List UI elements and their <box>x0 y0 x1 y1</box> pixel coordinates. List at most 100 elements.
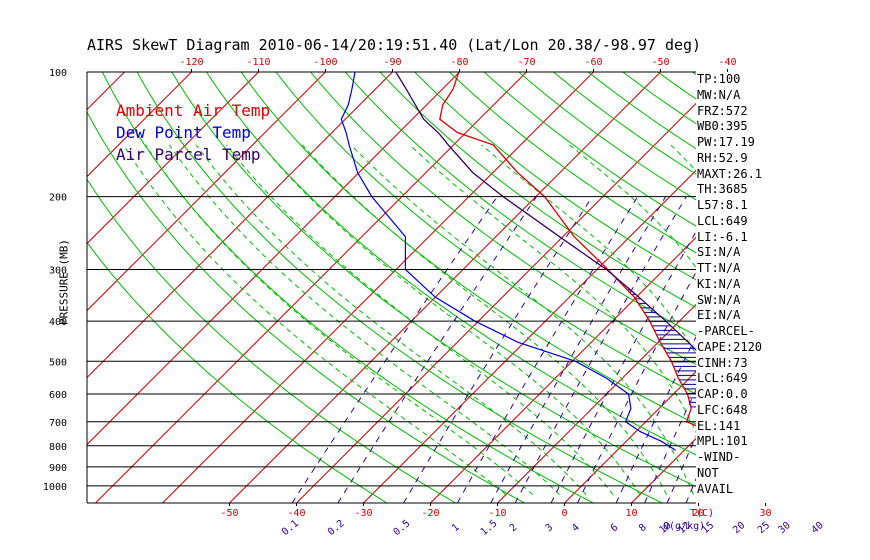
isotherm-line <box>766 72 870 503</box>
moist-adiabat-line <box>261 144 641 495</box>
bottom-temp-tick-label: 0 <box>561 508 567 519</box>
mixing-ratio-tick-label: 6 <box>609 522 621 534</box>
temp-axis-unit: T(C) <box>690 508 714 519</box>
isotherm-line <box>833 72 870 503</box>
mixing-ratio-tick-label: 4 <box>570 522 582 534</box>
index-item: LI:-6.1 <box>697 229 748 244</box>
isotherm-line <box>87 72 326 312</box>
index-item: FRZ:572 <box>697 103 748 118</box>
top-temp-tick-label: -70 <box>517 57 535 68</box>
dry-adiabat-line <box>310 72 696 366</box>
pressure-tick-label: 300 <box>49 265 67 276</box>
index-item: CAP:0.0 <box>697 387 748 401</box>
dry-adiabat-line <box>797 72 870 503</box>
index-item: EI:N/A <box>697 308 741 323</box>
top-temp-tick-label: -40 <box>718 57 736 68</box>
index-item: L57:8.1 <box>697 198 748 212</box>
dry-adiabat-line <box>483 72 696 227</box>
index-item: LFC:648 <box>697 402 748 417</box>
index-item: MAXT:26.1 <box>697 166 763 181</box>
index-item: EL:141 <box>697 418 741 433</box>
mixing-ratio-tick-label: 1.5 <box>479 518 500 538</box>
index-item: TH:3685 <box>697 182 748 197</box>
dry-adiabat-line <box>866 72 870 503</box>
isotherm-line <box>296 102 696 503</box>
bottom-temp-tick-label: -40 <box>287 508 305 519</box>
moist-adiabat-line <box>195 144 587 495</box>
pressure-tick-label: 800 <box>49 442 67 453</box>
dry-adiabat-line <box>87 241 388 503</box>
top-temp-tick-label: -50 <box>651 57 669 68</box>
isotherm-line <box>162 72 594 503</box>
dry-adiabat-line <box>87 110 525 503</box>
isotherm-line <box>497 303 696 503</box>
dry-adiabat-line <box>206 72 696 456</box>
pressure-tick-label: 600 <box>49 390 67 401</box>
mixing-ratio-tick-label: 40 <box>809 520 825 536</box>
index-item: LCL:649 <box>697 371 748 386</box>
dry-adiabat-line <box>275 72 696 395</box>
isotherm-line <box>87 72 460 446</box>
mixing-ratio-tick-label: 2 <box>508 522 520 534</box>
legend-dewpoint: Dew Point Temp <box>116 123 251 142</box>
dry-adiabat-line <box>87 178 456 503</box>
mixing-ratio-tick-label: 3 <box>544 522 556 534</box>
mixing-ratio-line <box>550 230 696 503</box>
index-item: MPL:101 <box>697 434 748 449</box>
mixing-ratio-tick-label: 1 <box>450 522 462 534</box>
index-item: NOT <box>697 465 719 480</box>
bottom-temp-tick-label: 10 <box>625 508 637 519</box>
pressure-tick-label: 1000 <box>43 482 67 493</box>
top-temp-tick-label: -90 <box>383 57 401 68</box>
mixing-ratio-line <box>819 197 870 503</box>
mixing-ratio-line <box>615 335 696 503</box>
bottom-temp-tick-label: 30 <box>759 508 771 519</box>
top-temp-tick-label: -80 <box>450 57 468 68</box>
mixing-ratio-tick-label: 20 <box>731 520 747 536</box>
top-temp-tick-label: -120 <box>179 57 203 68</box>
pressure-tick-label: 700 <box>49 418 67 429</box>
bottom-temp-tick-label: -50 <box>220 508 238 519</box>
isotherm-line <box>87 72 192 178</box>
dry-adiabat-line <box>831 72 870 503</box>
mixing-ratio-line <box>490 196 667 503</box>
index-item: RH:52.9 <box>697 150 748 165</box>
legend-parcel: Air Parcel Temp <box>116 145 261 164</box>
isotherm-line <box>0 72 58 503</box>
dry-adiabat-line <box>449 72 696 254</box>
dry-adiabat-line <box>101 72 594 503</box>
isotherm-line <box>564 370 696 503</box>
mixing-ratio-line <box>577 271 696 503</box>
ambient-temp-line <box>439 72 696 427</box>
bottom-temp-tick-label: -20 <box>421 508 439 519</box>
pressure-tick-label: 100 <box>49 68 67 79</box>
top-temp-tick-label: -100 <box>313 57 337 68</box>
top-temp-tick-label: -110 <box>246 57 270 68</box>
index-item: KI:N/A <box>697 276 741 291</box>
dry-adiabat-line <box>171 72 696 488</box>
bottom-temp-tick-label: 20 <box>692 508 704 519</box>
dry-adiabat-line <box>379 72 696 309</box>
dry-adiabat-line <box>657 72 696 100</box>
dry-adiabat-line <box>240 72 696 425</box>
dry-adiabat-line <box>414 72 696 281</box>
cape-hatching <box>614 275 696 408</box>
dry-adiabat-line <box>136 72 663 503</box>
mixing-ratio-line <box>514 196 687 503</box>
mixing-ratio-tick-label: 0.2 <box>326 518 347 538</box>
bottom-temp-tick-label: -10 <box>488 508 506 519</box>
bottom-temp-tick-label: -30 <box>354 508 372 519</box>
isotherm-line <box>430 236 696 503</box>
dry-adiabat-line <box>762 72 870 503</box>
index-item: SW:N/A <box>697 292 741 307</box>
pressure-tick-label: 200 <box>49 193 67 204</box>
index-item: CAPE:2120 <box>697 339 763 354</box>
pressure-axis-label: PRESSURE (MB) <box>57 238 71 326</box>
dry-adiabat-line <box>344 72 696 337</box>
mixing-ratio-tick-label: 8 <box>637 522 649 534</box>
index-item: WB0:395 <box>697 119 748 134</box>
dry-adiabat-line <box>553 72 696 175</box>
mixing-ratio-tick-label: 25 <box>756 520 772 536</box>
top-temp-tick-label: -60 <box>584 57 602 68</box>
